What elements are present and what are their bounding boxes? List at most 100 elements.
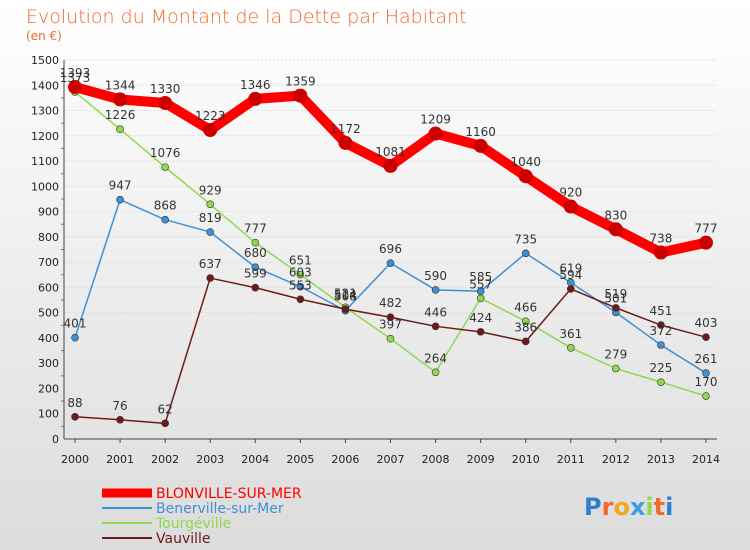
axes: 0 100 200 300 400 500 600 700 800 900 1000 1100 1200… <box>31 54 720 466</box>
data-label: 735 <box>514 232 537 246</box>
logo-letter-o: o <box>613 493 630 521</box>
logo-letter-i: i <box>645 493 653 521</box>
data-label: 1359 <box>285 75 316 89</box>
data-point <box>612 304 620 312</box>
data-label: 553 <box>289 278 312 292</box>
chart-title: Evolution du Montant de la Dette par Hab… <box>26 6 467 28</box>
y-tick-label: 1500 <box>31 54 59 67</box>
data-label: 1344 <box>105 78 136 92</box>
y-tick-label: 600 <box>38 281 59 294</box>
chart-subtitle: (en €) <box>26 29 62 43</box>
data-label: 403 <box>695 316 718 330</box>
data-label: 594 <box>559 268 582 282</box>
data-point <box>248 91 263 106</box>
proxiti-logo: Proxiti <box>584 493 673 521</box>
x-tick-label: 2009 <box>467 453 495 466</box>
data-label: 451 <box>649 304 672 318</box>
x-tick-label: 2010 <box>512 453 540 466</box>
data-point <box>206 200 215 209</box>
data-label: 1040 <box>510 155 541 169</box>
data-label: 651 <box>289 254 312 268</box>
data-label: 424 <box>469 311 492 325</box>
y-tick-label: 800 <box>38 231 59 244</box>
data-label: 585 <box>469 270 492 284</box>
data-label: 225 <box>649 361 672 375</box>
data-point <box>386 334 395 343</box>
data-point <box>608 222 623 237</box>
y-tick-label: 500 <box>38 307 59 320</box>
x-tick-label: 2002 <box>151 453 179 466</box>
data-point <box>71 412 79 421</box>
data-point <box>296 282 305 291</box>
data-label: 1223 <box>195 109 226 123</box>
data-label: 1172 <box>330 122 361 136</box>
y-tick-label: 1200 <box>31 130 59 143</box>
y-tick-label: 200 <box>38 382 59 395</box>
data-point <box>473 138 488 153</box>
y-tick-label: 1400 <box>31 79 59 92</box>
data-point <box>116 415 124 424</box>
x-tick-label: 2004 <box>241 453 269 466</box>
series <box>68 80 713 428</box>
data-point <box>521 317 530 326</box>
data-point <box>566 285 575 293</box>
data-label: 1393 <box>60 66 91 80</box>
y-tick-label: 1100 <box>31 155 59 168</box>
svg-text:Proxiti: Proxiti <box>584 493 673 521</box>
x-tick-label: 2013 <box>647 453 675 466</box>
data-label: 264 <box>424 351 447 365</box>
data-label: 777 <box>695 222 718 236</box>
data-label: 819 <box>199 211 222 225</box>
data-point <box>657 378 665 386</box>
data-point <box>161 163 169 171</box>
data-label: 446 <box>424 305 447 319</box>
data-label: 599 <box>244 267 267 281</box>
data-label: 868 <box>154 199 177 213</box>
data-point <box>702 392 710 400</box>
data-label: 501 <box>604 291 627 305</box>
data-label: 830 <box>604 208 627 222</box>
data-point <box>699 235 713 250</box>
data-point <box>476 328 485 336</box>
data-point <box>116 125 124 134</box>
data-label: 1373 <box>60 71 91 85</box>
data-label: 637 <box>199 257 222 271</box>
data-label: 76 <box>112 399 127 413</box>
data-point <box>251 263 260 271</box>
data-point <box>521 249 530 258</box>
data-point <box>428 126 443 141</box>
data-point <box>341 305 350 313</box>
data-label: 519 <box>604 287 627 301</box>
data-point <box>653 245 668 260</box>
data-point <box>431 322 440 331</box>
data-point <box>71 333 79 342</box>
x-tick-label: 2011 <box>557 453 585 466</box>
x-tick-label: 2003 <box>196 453 224 466</box>
y-tick-label: 300 <box>38 357 59 370</box>
data-point <box>203 122 218 137</box>
data-label: 372 <box>649 324 672 338</box>
logo-letter-t: t <box>654 493 665 521</box>
legend-label: Benerville-sur-Mer <box>156 501 284 517</box>
data-point <box>657 321 665 329</box>
y-tick-label: 100 <box>38 408 59 421</box>
data-label: 590 <box>424 269 447 283</box>
data-point <box>296 270 305 279</box>
y-tick-label: 1000 <box>31 180 59 193</box>
data-point <box>251 283 260 292</box>
data-label: 947 <box>109 179 132 193</box>
data-label: 401 <box>64 317 87 331</box>
data-point <box>296 295 305 304</box>
y-tick-label: 1300 <box>31 105 59 118</box>
data-label: 386 <box>514 320 537 334</box>
data-label: 482 <box>379 296 402 310</box>
data-point <box>386 259 395 267</box>
data-label: 361 <box>559 327 582 341</box>
x-tick-label: 2012 <box>602 453 630 466</box>
logo-letter-x: x <box>630 493 646 521</box>
data-point <box>251 238 260 247</box>
data-point <box>521 337 530 346</box>
x-tick-label: 2014 <box>692 453 720 466</box>
